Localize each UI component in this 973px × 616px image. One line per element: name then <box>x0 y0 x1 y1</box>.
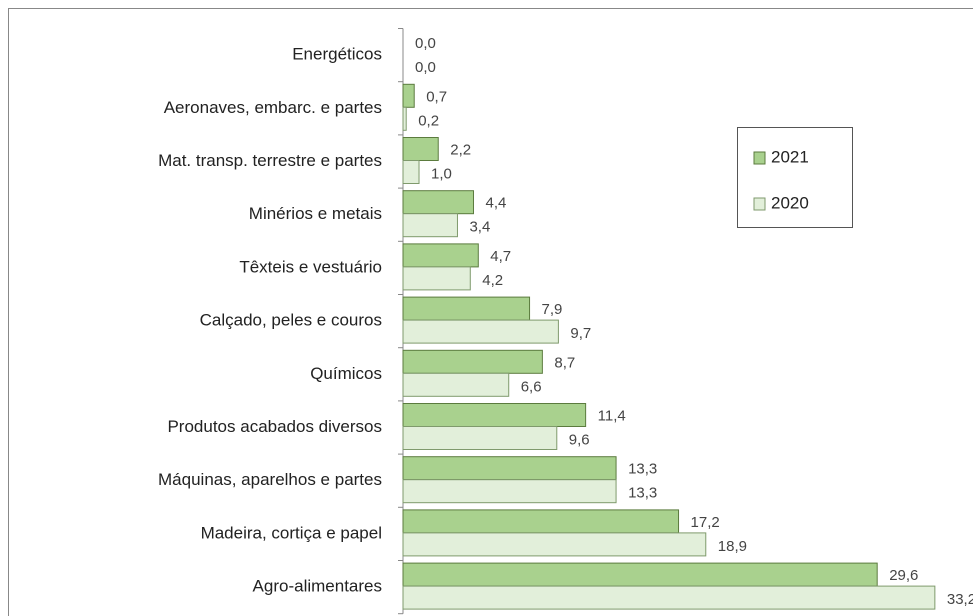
category-label: Madeira, cortiça e papel <box>201 523 382 542</box>
category-label: Minérios e metais <box>249 204 382 223</box>
category-label: Químicos <box>310 364 382 383</box>
value-label: 2,2 <box>450 141 471 158</box>
bar <box>402 213 458 238</box>
value-label: 13,3 <box>628 485 657 502</box>
bar <box>402 83 415 108</box>
bar <box>402 190 474 215</box>
chart-border <box>8 8 973 616</box>
value-label: 0,7 <box>426 88 447 105</box>
value-label: 0,0 <box>415 35 436 52</box>
bar <box>402 296 531 321</box>
value-label: 33,2 <box>947 591 973 608</box>
value-label: 29,6 <box>889 567 918 584</box>
value-label: 4,4 <box>485 195 506 212</box>
bar <box>402 426 558 450</box>
bar <box>402 266 471 291</box>
category-label: Têxteis e vestuário <box>239 257 382 276</box>
bar <box>402 479 617 504</box>
legend-box <box>737 127 853 228</box>
value-label: 17,2 <box>691 514 720 531</box>
value-label: 9,7 <box>570 325 591 342</box>
category-label: Energéticos <box>292 45 382 64</box>
bar <box>402 137 439 161</box>
value-label: 18,9 <box>718 538 747 555</box>
value-label: 9,6 <box>569 431 590 448</box>
category-label: Mat. transp. terrestre e partes <box>158 151 382 170</box>
value-label: 4,2 <box>482 272 503 289</box>
bar <box>402 160 420 184</box>
category-label: Aeronaves, embarc. e partes <box>164 98 382 117</box>
value-label: 0,0 <box>415 59 436 76</box>
bar <box>402 372 510 397</box>
value-label: 3,4 <box>469 219 490 236</box>
category-label: Produtos acabados diversos <box>167 417 382 436</box>
value-label: 13,3 <box>628 461 657 478</box>
bar <box>402 585 936 610</box>
bar <box>402 319 559 344</box>
category-label: Agro-alimentares <box>253 577 382 596</box>
bar <box>402 349 543 374</box>
legend-label: 2020 <box>771 193 809 212</box>
value-label: 1,0 <box>431 165 452 182</box>
bar <box>402 562 878 587</box>
bar <box>402 456 617 481</box>
legend-swatch <box>753 197 766 211</box>
category-label: Calçado, peles e couros <box>200 311 382 330</box>
bar <box>402 106 407 131</box>
value-label: 0,2 <box>418 112 439 129</box>
value-label: 8,7 <box>554 354 575 371</box>
value-label: 4,7 <box>490 248 511 265</box>
value-label: 6,6 <box>521 378 542 395</box>
bar <box>402 532 707 557</box>
legend-swatch <box>753 151 766 165</box>
category-label: Máquinas, aparelhos e partes <box>158 470 382 489</box>
value-label: 7,9 <box>542 301 563 318</box>
bar <box>402 403 587 427</box>
bar <box>402 243 479 268</box>
bar <box>402 509 680 534</box>
value-label: 11,4 <box>598 407 626 424</box>
legend-label: 2021 <box>771 147 809 166</box>
